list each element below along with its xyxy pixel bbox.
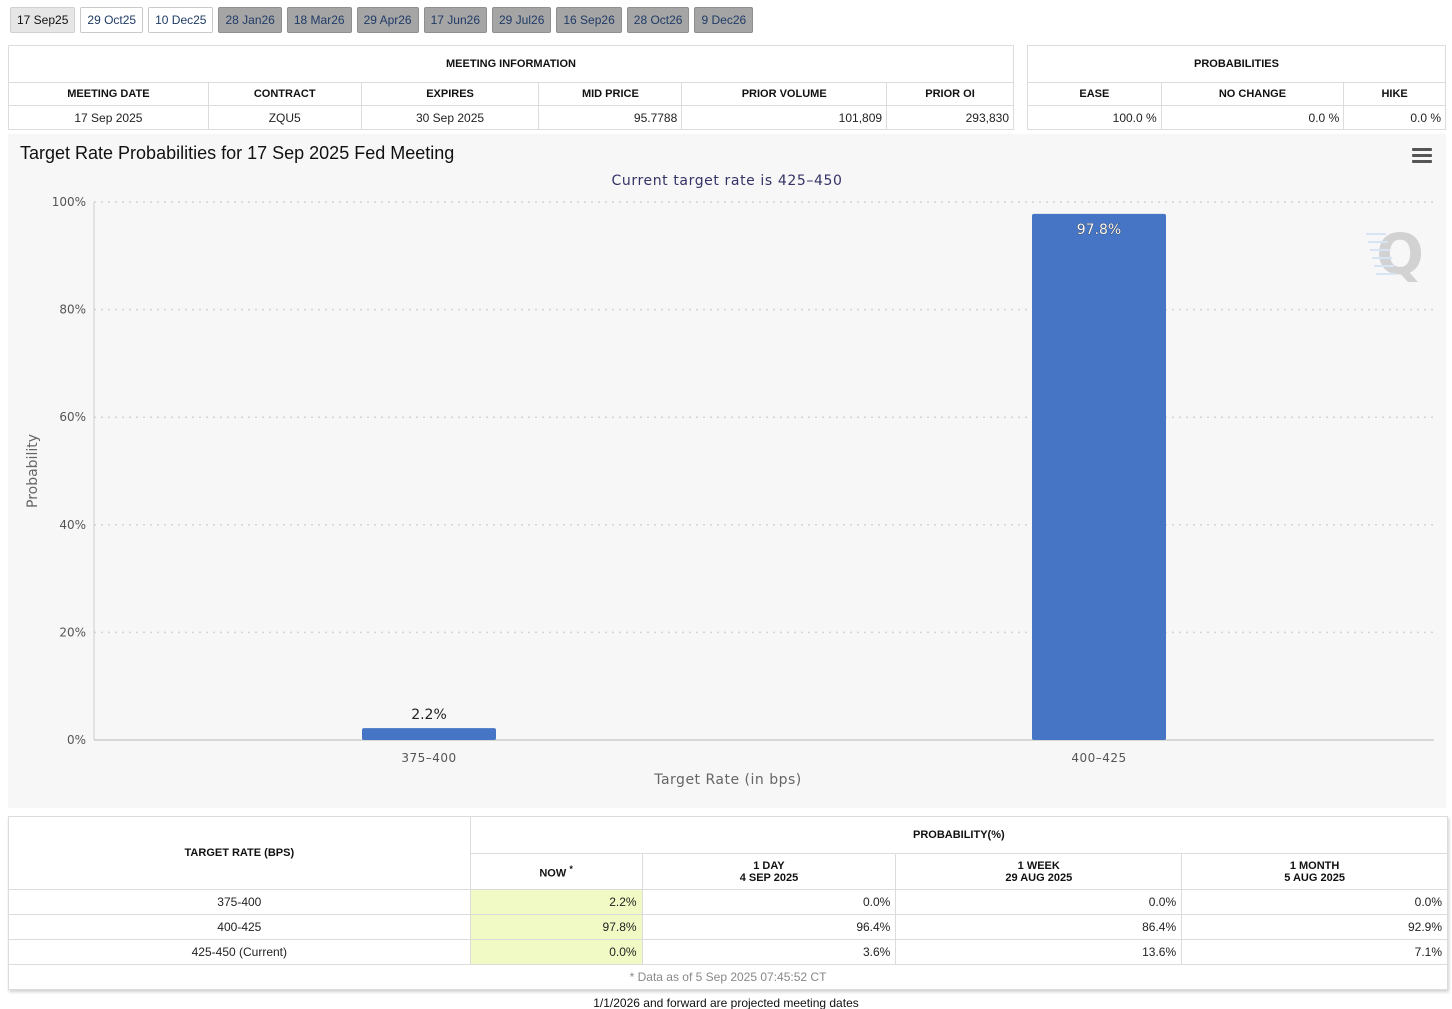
col-prior-oi: PRIOR OI	[886, 82, 1014, 106]
col-prior-volume: PRIOR VOLUME	[681, 82, 888, 106]
mid-price-value: 95.7788	[538, 105, 683, 130]
projected-dates-note: 1/1/2026 and forward are projected meeti…	[593, 996, 859, 1009]
rate-cell: 400-425	[8, 914, 471, 940]
col-mid-price: MID PRICE	[538, 82, 683, 106]
col-expires: EXPIRES	[360, 82, 540, 106]
rate-cell: 425-450 (Current)	[8, 939, 471, 965]
meeting-tab[interactable]: 28 Jan26	[218, 7, 282, 33]
contract-value: ZQU5	[207, 105, 362, 130]
meeting-tab[interactable]: 28 Oct26	[626, 7, 690, 33]
col-no-change: NO CHANGE	[1160, 82, 1345, 106]
col-1-day: 1 DAY 4 SEP 2025	[641, 853, 897, 890]
meeting-tab[interactable]: 10 Dec25	[148, 7, 214, 33]
table-row: 400-425 97.8% 96.4% 86.4% 92.9%	[8, 914, 1448, 940]
meeting-tabs: 17 Sep25 29 Oct25 10 Dec25 28 Jan26 18 Mar26…	[10, 7, 754, 33]
x-axis-title: Target Rate (in bps)	[653, 772, 802, 788]
y-axis-title: Probability	[25, 434, 41, 508]
col-1-day-label: 1 DAY	[753, 859, 785, 872]
target-rate-header: TARGET RATE (BPS)	[8, 816, 471, 890]
rate-cell: 375-400	[8, 889, 471, 915]
day-cell: 96.4%	[641, 914, 897, 940]
x-tick-label: 375–400	[401, 751, 456, 765]
col-1-week: 1 WEEK 29 AUG 2025	[895, 853, 1183, 890]
meeting-tab[interactable]: 9 Dec26	[694, 7, 754, 33]
chart-subtitle: Current target rate is 425–450	[611, 173, 842, 189]
col-now-label: NOW	[539, 867, 567, 880]
col-now: NOW *	[469, 853, 643, 890]
chart-panel: Current target rate is 425–450 0% 20% 40% 60…	[8, 134, 1446, 808]
probabilities-title: PROBABILITIES	[1027, 45, 1446, 83]
ease-value: 100.0 %	[1027, 105, 1162, 130]
probability-chart: Current target rate is 425–450 0% 20% 40% 60…	[25, 173, 1434, 788]
col-1-week-date: 29 AUG 2025	[1005, 871, 1073, 884]
month-cell: 92.9%	[1181, 914, 1448, 940]
meeting-tab[interactable]: 17 Sep25	[10, 7, 76, 33]
now-cell: 2.2%	[469, 889, 643, 915]
bar-data-label: 97.8%	[1077, 222, 1121, 238]
now-cell: 0.0%	[469, 939, 643, 965]
col-contract: CONTRACT	[207, 82, 362, 106]
chart-menu-icon[interactable]	[1412, 148, 1432, 164]
meeting-info-title: MEETING INFORMATION	[8, 45, 1014, 83]
target-rate-table: TARGET RATE (BPS) PROBABILITY(%) NOW * 1…	[8, 816, 1449, 990]
bar	[1032, 213, 1166, 740]
prior-oi-value: 293,830	[886, 105, 1014, 130]
col-meeting-date: MEETING DATE	[8, 82, 209, 106]
probabilities-table: PROBABILITIES EASE NO CHANGE HIKE 100.0 …	[1027, 45, 1446, 130]
y-tick-label: 80%	[59, 303, 86, 317]
meeting-tab[interactable]: 17 Jun26	[423, 7, 487, 33]
col-1-day-date: 4 SEP 2025	[739, 871, 799, 884]
q-logo-icon: Q	[1376, 223, 1424, 288]
day-cell: 3.6%	[641, 939, 897, 965]
table-row: 375-400 2.2% 0.0% 0.0% 0.0%	[8, 889, 1448, 915]
col-1-month-date: 5 AUG 2025	[1284, 871, 1345, 884]
bar-data-label: 2.2%	[411, 707, 447, 723]
x-tick-label: 400–425	[1071, 751, 1126, 765]
expires-value: 30 Sep 2025	[360, 105, 540, 130]
day-cell: 0.0%	[641, 889, 897, 915]
col-1-month-label: 1 MONTH	[1289, 859, 1340, 872]
meeting-tab[interactable]: 18 Mar26	[286, 7, 352, 33]
col-1-month: 1 MONTH 5 AUG 2025	[1181, 853, 1448, 890]
month-cell: 0.0%	[1181, 889, 1448, 915]
chart-title: Target Rate Probabilities for 17 Sep 202…	[20, 143, 455, 163]
col-1-week-label: 1 WEEK	[1017, 859, 1060, 872]
meeting-tab[interactable]: 16 Sep26	[556, 7, 622, 33]
table-row: 425-450 (Current) 0.0% 3.6% 13.6% 7.1%	[8, 939, 1448, 965]
meeting-tab[interactable]: 29 Oct25	[80, 7, 144, 33]
hike-value: 0.0 %	[1343, 105, 1446, 130]
y-tick-label: 60%	[59, 410, 86, 424]
month-cell: 7.1%	[1181, 939, 1448, 965]
week-cell: 0.0%	[895, 889, 1183, 915]
col-ease: EASE	[1027, 82, 1162, 106]
meeting-tab[interactable]: 29 Apr26	[356, 7, 419, 33]
meeting-date-value: 17 Sep 2025	[8, 105, 209, 130]
y-tick-label: 20%	[59, 625, 86, 639]
y-tick-label: 40%	[59, 518, 86, 532]
meeting-tab[interactable]: 29 Jul26	[492, 7, 552, 33]
no-change-value: 0.0 %	[1160, 105, 1345, 130]
col-now-asterisk: *	[569, 863, 573, 874]
week-cell: 13.6%	[895, 939, 1183, 965]
y-tick-label: 100%	[52, 195, 86, 209]
prior-volume-value: 101,809	[681, 105, 888, 130]
now-cell: 97.8%	[469, 914, 643, 940]
week-cell: 86.4%	[895, 914, 1183, 940]
probability-header: PROBABILITY(%)	[469, 816, 1449, 854]
meeting-info-table: MEETING INFORMATION MEETING DATE CONTRAC…	[8, 45, 1014, 130]
data-timestamp-note: * Data as of 5 Sep 2025 07:45:52 CT	[8, 964, 1448, 990]
y-tick-label: 0%	[67, 733, 86, 747]
bar	[362, 728, 496, 740]
col-hike: HIKE	[1343, 82, 1446, 106]
